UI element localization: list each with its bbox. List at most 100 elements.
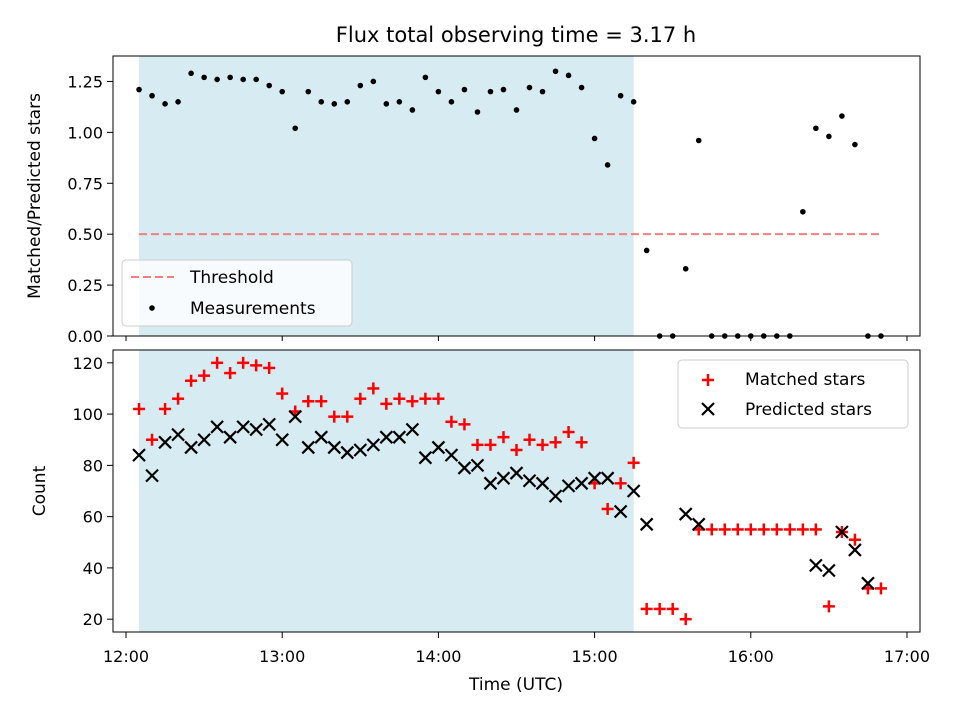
measurement-point [305, 88, 312, 95]
measurement-point [383, 101, 390, 107]
matched-point [354, 392, 367, 405]
predicted-point [835, 525, 849, 539]
predicted-point [236, 420, 250, 434]
top-y-tick-label: 0.75 [67, 174, 103, 193]
predicted-point [522, 473, 537, 488]
predicted-point [639, 517, 654, 532]
measurement-point [214, 76, 220, 83]
predicted-point [809, 558, 823, 573]
matched-point [757, 523, 770, 536]
predicted-point [171, 427, 185, 442]
predicted-point [431, 440, 446, 455]
bottom-legend: Matched stars Predicted stars [677, 359, 909, 429]
bottom-y-axis-label: Count [30, 465, 50, 516]
legend-matched-label: Matched stars [745, 370, 865, 390]
matched-point [679, 613, 692, 626]
matched-point [341, 410, 354, 423]
measurement-point [839, 113, 845, 119]
top-legend: Threshold Measurements [121, 259, 353, 327]
matched-point [536, 438, 549, 451]
matched-point [549, 436, 562, 449]
predicted-point [210, 420, 224, 434]
matched-point [224, 367, 237, 380]
predicted-point [340, 445, 355, 460]
predicted-point [197, 432, 211, 447]
matched-point [653, 602, 666, 615]
matched-point [211, 356, 224, 369]
predicted-point [288, 409, 303, 424]
predicted-point [678, 507, 693, 521]
matched-point [783, 523, 796, 536]
chart-title: Flux total observing time = 3.17 h [336, 23, 696, 47]
matched-point [731, 523, 744, 536]
predicted-points [132, 409, 875, 591]
legend-measurements-label: Measurements [190, 299, 316, 319]
measurement-point [331, 101, 338, 107]
predicted-point [262, 417, 276, 432]
legend-measurements-swatch [149, 305, 155, 311]
measurement-point [370, 78, 377, 85]
matched-point [705, 523, 718, 536]
matched-point [627, 456, 640, 469]
measurement-point [513, 107, 520, 113]
matched-point [809, 523, 822, 536]
predicted-point [613, 504, 628, 519]
predicted-point [327, 440, 342, 455]
predicted-point [366, 438, 381, 452]
predicted-point [275, 432, 289, 447]
matched-point [250, 359, 263, 372]
predicted-point [691, 517, 706, 532]
matched-point [419, 392, 432, 405]
matched-point [562, 426, 575, 439]
matched-point [796, 523, 809, 536]
measurement-point [318, 99, 325, 105]
predicted-point [600, 471, 615, 485]
matched-point [523, 433, 536, 446]
predicted-point [145, 468, 159, 483]
matched-point [302, 395, 315, 408]
measurement-point [539, 88, 546, 95]
predicted-point [457, 461, 472, 475]
predicted-point [483, 476, 498, 491]
measurement-point [604, 162, 611, 168]
x-tick-label: 13:00 [259, 647, 305, 666]
matched-point [406, 395, 419, 408]
measurement-point [500, 86, 507, 93]
measurement-point [487, 88, 494, 95]
x-tick-label: 16:00 [728, 647, 774, 666]
matched-point [315, 395, 328, 408]
measurement-point [565, 72, 572, 79]
measurement-point [682, 266, 689, 272]
measurement-point [461, 86, 468, 93]
measurement-point [266, 82, 272, 89]
matched-point [367, 382, 380, 395]
bottom-y-tick-label: 120 [72, 354, 103, 373]
predicted-point [301, 440, 316, 455]
legend-predicted-label: Predicted stars [745, 400, 872, 420]
measurement-point [800, 208, 806, 215]
predicted-point [405, 422, 420, 437]
matched-point [640, 602, 653, 615]
predicted-point [548, 489, 563, 503]
top-panel: 0.00 0.25 0.50 0.75 1.00 1.25 Flux total obse… [25, 23, 921, 346]
measurement-point [448, 99, 455, 105]
bottom-panel-frame [112, 349, 921, 633]
measurement-point [162, 101, 168, 107]
top-y-ticks: 0.00 0.25 0.50 0.75 1.00 1.25 [67, 72, 113, 346]
measurement-points [136, 68, 884, 339]
matched-point [172, 392, 185, 405]
predicted-point [509, 466, 524, 480]
predicted-point [353, 443, 368, 457]
matched-point [445, 415, 458, 428]
measurement-point [526, 84, 533, 91]
matched-point [328, 410, 341, 423]
x-tick-label: 17:00 [884, 647, 930, 666]
matched-point [822, 600, 835, 613]
matched-points [133, 356, 887, 626]
x-tick-label: 15:00 [572, 647, 618, 666]
measurement-point [852, 141, 858, 148]
predicted-point [626, 484, 641, 498]
x-tick-label: 12:00 [103, 647, 149, 666]
measurement-point [695, 137, 702, 144]
